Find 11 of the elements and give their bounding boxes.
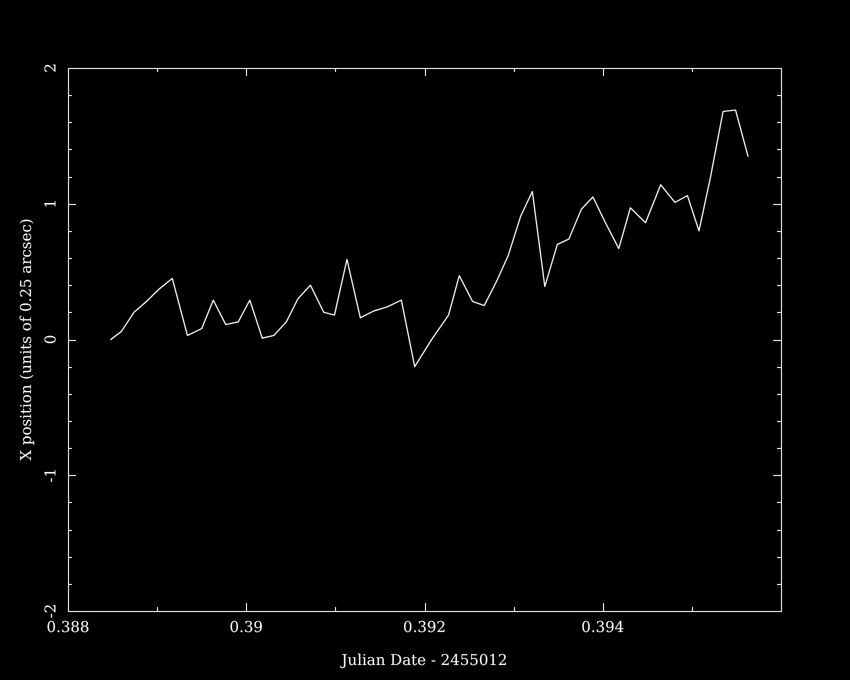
x-tick-label: 0.394 [581,618,624,636]
y-tick-label: -1 [42,468,60,483]
y-tick-label: 0 [42,334,60,344]
x-tick-label: 0.39 [230,618,263,636]
x-tick-label: 0.388 [46,618,90,636]
y-tick-label: -2 [42,604,60,618]
x-tick-label: 0.392 [403,618,446,636]
y-tick-label: 1 [42,198,60,209]
y-tick-label: 2 [42,63,60,73]
y-axis-title: X position (units of 0.25 arcsec) [16,218,35,461]
x-axis-title: Julian Date - 2455012 [340,650,508,669]
